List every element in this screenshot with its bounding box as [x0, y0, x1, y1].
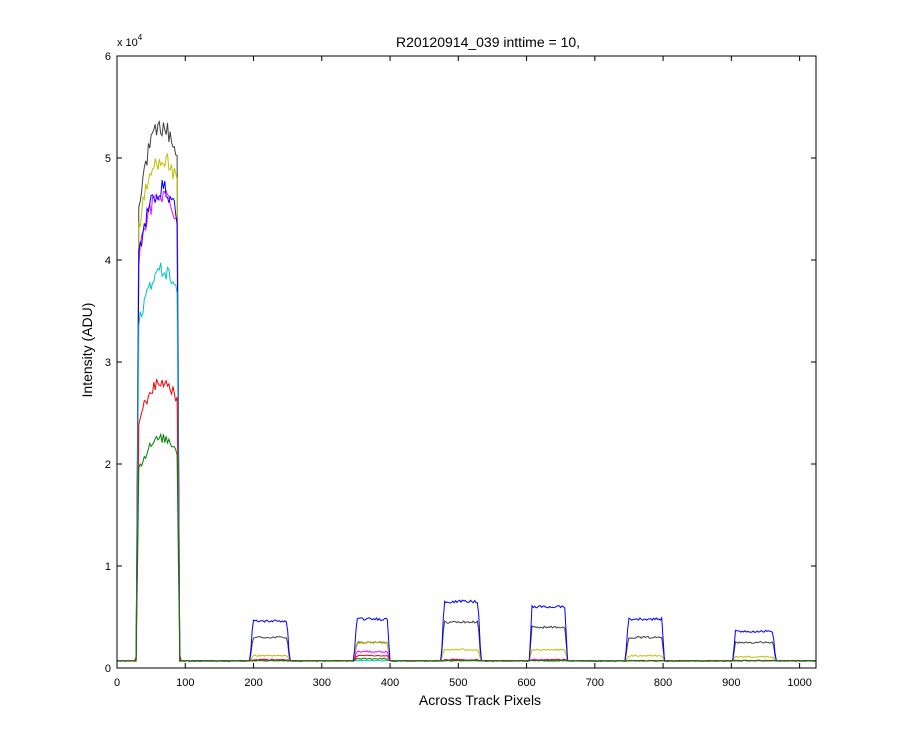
- series-line: [116, 153, 817, 662]
- y-axis-title: Intensity (ADU): [79, 303, 95, 398]
- x-tick-label: 1000: [787, 677, 811, 689]
- axis-ticks: 0 100 200 300 400 500 600 700 800 900 1000 0 1 2 3 4 5 6: [105, 51, 816, 689]
- x-tick-label: 100: [176, 677, 194, 689]
- series-line: [116, 179, 817, 662]
- x-tick-label: 300: [313, 677, 331, 689]
- y-tick-label: 0: [105, 663, 111, 675]
- x-tick-label: 0: [114, 677, 120, 689]
- y-tick-label: 3: [105, 357, 111, 369]
- chart-title: R20120914_039 inttime = 10,: [396, 34, 580, 50]
- x-axis-title: Across Track Pixels: [419, 692, 541, 708]
- plot-area-frame: [116, 55, 817, 669]
- x-tick-label: 600: [517, 677, 535, 689]
- y-exponent-label: x 104: [117, 33, 143, 49]
- x-tick-label: 400: [381, 677, 399, 689]
- series-line: [116, 189, 817, 662]
- series-lines: [116, 120, 817, 662]
- x-tick-label: 500: [449, 677, 467, 689]
- series-line: [116, 432, 817, 662]
- x-tick-label: 200: [244, 677, 262, 689]
- x-tick-label: 700: [586, 677, 604, 689]
- y-tick-label: 6: [105, 51, 111, 63]
- y-exponent-base: x 10: [117, 37, 138, 49]
- y-tick-label: 5: [105, 153, 111, 165]
- y-tick-label: 1: [105, 561, 111, 573]
- y-tick-label: 2: [105, 459, 111, 471]
- y-exponent-power: 4: [138, 33, 143, 42]
- series-line: [116, 378, 817, 662]
- x-tick-label: 800: [654, 677, 672, 689]
- x-tick-label: 900: [722, 677, 740, 689]
- series-line: [116, 120, 817, 662]
- y-tick-label: 4: [105, 255, 111, 267]
